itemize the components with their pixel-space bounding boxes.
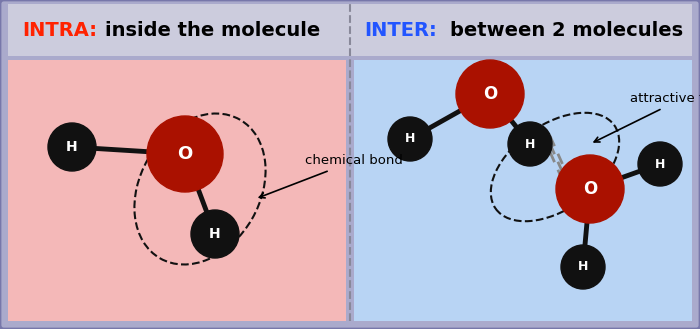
Circle shape [191,210,239,258]
Bar [8,4,692,56]
Bar [354,60,692,321]
Text: INTER:: INTER: [364,20,437,39]
Text: H: H [525,138,536,150]
Text: inside the molecule: inside the molecule [105,20,321,39]
Text: attractive force: attractive force [594,92,700,142]
Text: H: H [405,133,415,145]
Text: O: O [583,180,597,198]
Circle shape [561,245,605,289]
Text: chemical bond: chemical bond [259,155,403,198]
Circle shape [638,142,682,186]
Bar [8,60,346,321]
Circle shape [388,117,432,161]
Text: H: H [654,158,665,170]
Circle shape [147,116,223,192]
Text: between 2 molecules: between 2 molecules [450,20,683,39]
Circle shape [48,123,96,171]
Text: INTRA:: INTRA: [22,20,97,39]
Circle shape [508,122,552,166]
Text: O: O [483,85,497,103]
Text: O: O [177,145,192,163]
Circle shape [456,60,524,128]
Text: H: H [66,140,78,154]
Circle shape [556,155,624,223]
Text: H: H [578,261,588,273]
Text: H: H [209,227,220,241]
